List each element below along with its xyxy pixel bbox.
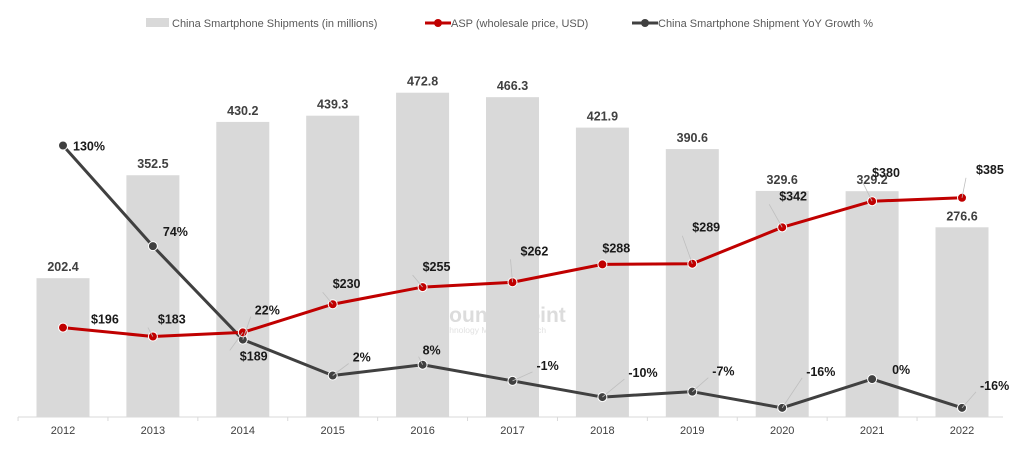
asp-leader-2014	[229, 332, 244, 351]
asp-label-2013: $183	[158, 313, 186, 327]
bar-label-2013: 352.5	[137, 157, 168, 171]
bar-label-2017: 466.3	[497, 79, 528, 93]
x-tick-label-2015: 2015	[320, 425, 344, 437]
bar-2012	[36, 278, 90, 417]
bar-2014	[216, 121, 270, 418]
yoy-label-2012: 130%	[73, 140, 105, 154]
x-axis-ticks: 2012 2013 2014 2015 2016 2017 2018 2019 2020 2021…	[17, 417, 974, 437]
x-tick-label-2013: 2013	[141, 425, 165, 437]
asp-point-2012	[58, 322, 68, 333]
bar-series	[36, 92, 989, 418]
bar-label-2015: 439.3	[317, 98, 348, 112]
bar-2018	[575, 127, 629, 418]
asp-leader-2020	[768, 204, 783, 228]
yoy-leader-2019	[692, 377, 709, 392]
yoy-label-2022: -16%	[980, 379, 1009, 393]
asp-label-2021: $380	[872, 166, 900, 180]
asp-leader-2019	[681, 235, 693, 264]
yoy-point-2012	[58, 140, 68, 151]
yoy-label-2015: 2%	[353, 351, 371, 365]
asp-leader-2022	[961, 177, 967, 198]
yoy-leader-2017	[512, 371, 533, 382]
asp-label-2012: $196	[91, 313, 119, 327]
yoy-label-2020: -16%	[806, 365, 835, 379]
yoy-label-2017: -1%	[537, 359, 559, 373]
bar-2013	[126, 175, 180, 417]
x-tick-label-2017: 2017	[500, 425, 524, 437]
legend-label-0: China Smartphone Shipments (in millions)	[172, 18, 377, 30]
yoy-point-2013	[147, 241, 158, 252]
legend-marker-1	[434, 19, 442, 27]
bar-label-2019: 390.6	[677, 131, 708, 145]
asp-label-2015: $230	[333, 277, 361, 291]
yoy-leader-2018	[602, 378, 625, 398]
bar-2015	[306, 115, 360, 417]
bar-2022	[935, 227, 989, 417]
asp-leader-2021	[861, 181, 873, 202]
asp-label-2014: $189	[240, 349, 268, 363]
bar-label-2022: 276.6	[946, 209, 977, 223]
x-tick-label-2018: 2018	[590, 425, 614, 437]
asp-label-2019: $289	[692, 221, 720, 235]
asp-point-2018	[597, 259, 608, 270]
asp-label-2017: $262	[521, 244, 549, 258]
yoy-label-2018: -10%	[628, 366, 657, 380]
yoy-leader-2016	[418, 356, 423, 365]
bar-label-2021: 329.2	[856, 173, 887, 187]
asp-label-2016: $255	[423, 260, 451, 274]
asp-leader-2016	[412, 274, 423, 288]
x-tick-label-2020: 2020	[770, 425, 794, 437]
yoy-leader-2022	[961, 391, 977, 409]
legend-label-1: ASP (wholesale price, USD)	[451, 18, 588, 30]
yoy-leader-2020	[781, 377, 803, 409]
legend-label-2: China Smartphone Shipment YoY Growth %	[658, 18, 873, 30]
legend-swatch-shipments	[146, 18, 169, 27]
legend: China Smartphone Shipments (in millions)…	[146, 18, 873, 30]
bar-label-2014: 430.2	[227, 104, 258, 118]
bar-label-2016: 472.8	[407, 75, 438, 89]
yoy-label-2014: 22%	[255, 304, 280, 318]
yoy-leader-2014	[242, 316, 252, 340]
asp-label-2022: $385	[976, 163, 1004, 177]
yoy-label-2019: -7%	[712, 365, 734, 379]
x-tick-label-2022: 2022	[950, 425, 974, 437]
x-tick-label-2014: 2014	[231, 425, 255, 437]
bar-label-2018: 421.9	[587, 110, 618, 124]
x-tick-label-2012: 2012	[51, 425, 75, 437]
x-tick-label-2016: 2016	[410, 425, 434, 437]
x-tick-label-2021: 2021	[860, 425, 884, 437]
legend-marker-2	[641, 19, 649, 27]
bar-2017	[486, 97, 539, 418]
asp-leader-2015	[322, 291, 334, 305]
x-tick-label-2019: 2019	[680, 425, 704, 437]
asp-leader-2017	[510, 259, 513, 283]
yoy-leader-2015	[332, 363, 349, 376]
bar-label-2020: 329.6	[767, 173, 798, 187]
yoy-point-2021	[867, 374, 878, 385]
asp-leader-2013	[147, 327, 154, 337]
yoy-label-2021: 0%	[892, 363, 910, 377]
yoy-label-2013: 74%	[163, 225, 188, 239]
data-labels: 202.4 352.5 430.2 439.3 472.8 466.3 421.9 390.6…	[47, 75, 1009, 409]
yoy-label-2016: 8%	[423, 344, 441, 358]
asp-label-2020: $342	[779, 189, 807, 203]
bar-label-2012: 202.4	[47, 260, 78, 274]
asp-label-2018: $288	[602, 241, 630, 255]
bar-2019	[665, 149, 719, 417]
